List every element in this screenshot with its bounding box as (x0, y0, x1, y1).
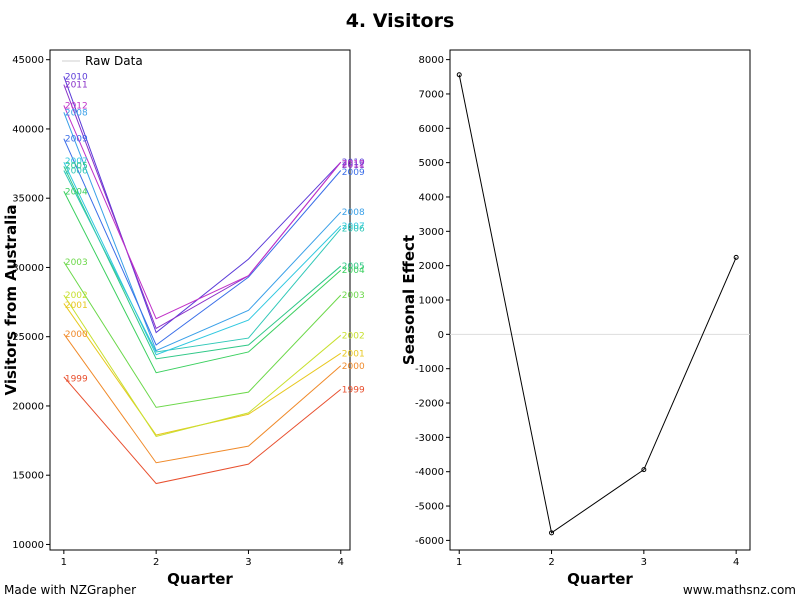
right-y-tick-label: 3000 (419, 227, 444, 238)
series-line-2009 (63, 138, 342, 346)
year-label-left: 2001 (65, 301, 88, 311)
year-label-right: 2010 (342, 158, 365, 168)
left-x-tick-label: 1 (61, 557, 67, 568)
right-x-tick-label: 2 (548, 557, 554, 568)
series-line-2004 (63, 191, 342, 374)
year-label-right: 2009 (342, 168, 365, 178)
left-x-tick-label: 2 (153, 557, 159, 568)
seasonal-effect-point (549, 530, 555, 536)
year-label-left: 2000 (65, 330, 88, 340)
seasonal-effect-point (641, 467, 647, 473)
year-label-left: 2008 (65, 108, 88, 118)
year-label-right: 2008 (342, 208, 365, 218)
legend-label: Raw Data (85, 54, 143, 68)
left-x-axis-title: Quarter (167, 570, 233, 588)
seasonal-effect-point (456, 72, 462, 78)
right-y-axis-title: Seasonal Effect (400, 235, 418, 365)
raw-data-plot: 10000 15000 20000 25000 30000 35000 40000 45000… (12, 54, 365, 568)
seasonal-effect-plot: -6000 -5000 -4000 -3000 -2000 -1000 0 1000 2000 3… (415, 55, 750, 568)
right-y-tick-label: 2000 (419, 261, 444, 272)
series-line-2012 (63, 105, 342, 320)
right-y-tick-label: -1000 (415, 364, 444, 375)
right-y-tick-label: -6000 (415, 536, 444, 547)
footer-website: www.mathsnz.com (682, 583, 796, 597)
series-line-2002 (63, 294, 342, 437)
footer-credit: Made with NZGrapher (4, 583, 137, 597)
series-line-2006 (63, 170, 342, 353)
right-y-tick-label: -4000 (415, 467, 444, 478)
year-label-right: 2007 (342, 222, 365, 232)
series-line-2007 (63, 161, 342, 356)
left-y-tick-label: 45000 (12, 55, 44, 66)
year-label-left: 2002 (65, 291, 88, 301)
right-y-tick-label: 6000 (419, 124, 444, 135)
right-x-axis-title: Quarter (567, 570, 633, 588)
left-y-tick-label: 30000 (12, 263, 44, 274)
year-label-left: 2004 (65, 187, 88, 197)
left-y-tick-label: 20000 (12, 401, 44, 412)
year-label-right: 2002 (342, 331, 365, 341)
right-y-tick-label: 5000 (419, 158, 444, 169)
year-label-left: 2003 (65, 258, 88, 268)
year-label-left: 2007 (65, 157, 88, 167)
right-y-tick-label: 7000 (419, 89, 444, 100)
left-x-tick-label: 3 (245, 557, 251, 568)
right-y-tick-label: 8000 (419, 55, 444, 66)
series-line-2005 (63, 166, 342, 360)
right-y-tick-label: -2000 (415, 399, 444, 410)
left-y-tick-label: 10000 (12, 540, 44, 551)
right-x-tick-label: 1 (456, 557, 462, 568)
year-label-left: 2011 (65, 81, 88, 91)
year-label-left: 2010 (65, 72, 88, 82)
seasonal-effect-point (733, 254, 739, 260)
right-y-tick-label: 4000 (419, 192, 444, 203)
year-label-right: 2001 (342, 349, 365, 359)
right-y-tick-label: -3000 (415, 433, 444, 444)
page-title: 4. Visitors (345, 10, 455, 32)
right-y-tick-label: 0 (438, 330, 444, 341)
series-line-2008 (63, 112, 342, 352)
year-label-right: 2011 (342, 161, 365, 171)
year-label-right: 2003 (342, 291, 365, 301)
left-y-tick-label: 40000 (12, 124, 44, 135)
left-y-tick-label: 15000 (12, 471, 44, 482)
year-label-right: 2006 (342, 225, 365, 235)
series-line-2010 (63, 76, 342, 334)
left-x-tick-label: 4 (338, 557, 344, 568)
year-label-left: 1999 (65, 374, 88, 384)
series-line-2001 (63, 303, 342, 436)
year-label-right: 1999 (342, 385, 365, 395)
left-y-tick-label: 35000 (12, 194, 44, 205)
series-line-2000 (63, 333, 342, 464)
year-label-right: 2012 (342, 160, 365, 170)
left-y-tick-label: 25000 (12, 332, 44, 343)
year-label-left: 2012 (65, 101, 88, 111)
right-x-tick-label: 4 (733, 557, 739, 568)
right-plot-frame (449, 49, 751, 551)
series-line-1999 (63, 376, 342, 485)
year-label-left: 2005 (65, 162, 88, 172)
seasonal-effect-line (458, 74, 737, 534)
series-line-2003 (63, 261, 342, 408)
left-plot-frame (49, 49, 351, 551)
year-label-left: 2009 (65, 135, 88, 145)
year-label-right: 2004 (342, 266, 365, 276)
right-y-tick-label: 1000 (419, 296, 444, 307)
year-label-right: 2000 (342, 362, 365, 372)
year-label-right: 2005 (342, 262, 365, 272)
year-label-left: 2006 (65, 166, 88, 176)
left-y-axis-title: Visitors from Australia (2, 205, 20, 396)
right-y-tick-label: -5000 (415, 502, 444, 513)
right-x-tick-label: 3 (641, 557, 647, 568)
